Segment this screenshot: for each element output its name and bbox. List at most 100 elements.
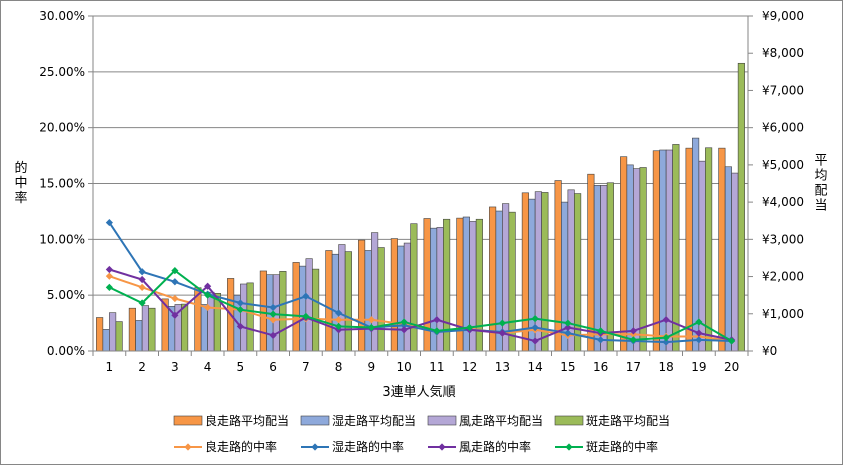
line-point — [498, 319, 506, 327]
bar — [724, 166, 732, 352]
line-point — [269, 310, 277, 318]
bar — [240, 283, 248, 352]
x-tick-label: 17 — [626, 360, 641, 374]
line-point — [236, 306, 244, 314]
bar — [541, 192, 549, 352]
legend-marker — [565, 443, 573, 451]
line-point — [204, 282, 212, 290]
x-tick-label: 14 — [527, 360, 542, 374]
bar — [620, 156, 628, 352]
bar — [331, 253, 339, 352]
x-tick-label: 10 — [396, 360, 411, 374]
bar — [128, 307, 136, 352]
y-right-tick-label: ¥8,000 — [762, 46, 804, 60]
legend-label: 斑走路的中率 — [586, 439, 658, 454]
line-point — [695, 318, 703, 326]
x-tick-label: 4 — [204, 360, 212, 374]
line-point — [728, 337, 736, 345]
legend-label: 湿走路的中率 — [332, 439, 404, 454]
legend-item: 斑走路平均配当 — [554, 413, 670, 428]
line-point — [138, 275, 146, 284]
bar — [737, 62, 745, 352]
line-point — [204, 303, 212, 312]
legend-label: 良走路的中率 — [205, 439, 277, 454]
y-left-tick-label: 15.00% — [39, 177, 85, 191]
y-left-tick-label: 5.00% — [47, 288, 85, 302]
bar — [305, 258, 313, 352]
series-line — [108, 222, 732, 344]
line-point — [335, 316, 343, 324]
y-right-tick-label: ¥0 — [762, 344, 777, 358]
legend-swatch — [554, 415, 584, 426]
line-point — [171, 278, 179, 286]
bar — [554, 180, 562, 352]
line-point — [236, 299, 244, 307]
line-point — [171, 294, 179, 303]
line-point — [564, 329, 572, 337]
bar — [259, 270, 267, 352]
bar — [633, 168, 641, 352]
bar — [344, 251, 352, 352]
x-tick-label: 12 — [462, 360, 477, 374]
line-point — [335, 322, 343, 331]
legend-label: 風走路平均配当 — [459, 413, 543, 428]
bar — [200, 304, 208, 352]
line-point — [531, 315, 539, 323]
line-series-group — [105, 218, 736, 346]
x-tick-label: 15 — [560, 360, 575, 374]
bar — [207, 291, 215, 352]
x-tick-label: 7 — [302, 360, 310, 374]
bar — [705, 147, 713, 352]
x-tick-label: 19 — [691, 360, 706, 374]
line-point — [236, 322, 244, 331]
bar — [358, 239, 366, 352]
line-point — [662, 316, 670, 324]
line-point — [400, 318, 408, 326]
bar — [731, 172, 739, 352]
line-point — [302, 292, 310, 300]
line-point — [138, 268, 146, 276]
bar — [639, 167, 647, 352]
y-right-tick-label: ¥7,000 — [762, 83, 804, 97]
x-tick-label: 9 — [368, 360, 376, 374]
y-right-tick-label: ¥9,000 — [762, 9, 804, 23]
bar — [652, 150, 660, 352]
bar — [685, 147, 693, 352]
y-right-tick-label: ¥6,000 — [762, 121, 804, 135]
bar — [489, 206, 497, 352]
line-point — [400, 326, 408, 334]
bar — [371, 232, 379, 352]
y-left-tick-label: 10.00% — [39, 232, 85, 246]
bar — [410, 223, 418, 352]
bar — [502, 203, 510, 352]
legend-swatch — [173, 415, 203, 426]
line-point — [171, 311, 179, 319]
y-left-tick-label: 25.00% — [39, 65, 85, 79]
line-point — [105, 283, 113, 291]
bar — [574, 193, 582, 352]
bar — [403, 242, 411, 352]
line-point — [662, 334, 670, 342]
legend-item: 湿走路平均配当 — [300, 413, 416, 428]
bar — [181, 303, 189, 352]
bar-series-group — [96, 62, 745, 352]
y-axis-left-title: 的中率 — [14, 160, 27, 206]
bar — [593, 185, 601, 352]
legend-item: 斑走路的中率 — [555, 439, 658, 454]
line-point — [564, 319, 572, 327]
line-point — [695, 329, 703, 337]
line-point — [269, 331, 277, 339]
legend-label: 良走路平均配当 — [205, 413, 289, 428]
line-point — [629, 327, 637, 335]
grid-lines — [93, 15, 748, 352]
bar — [338, 244, 346, 352]
line-point — [367, 323, 375, 332]
legend-label: 湿走路平均配当 — [332, 413, 416, 428]
line-point — [531, 337, 539, 345]
bar — [600, 185, 608, 352]
line-point — [138, 283, 146, 291]
bar — [299, 265, 307, 352]
line-point — [564, 323, 572, 332]
y-right-tick-label: ¥1,000 — [762, 307, 804, 321]
